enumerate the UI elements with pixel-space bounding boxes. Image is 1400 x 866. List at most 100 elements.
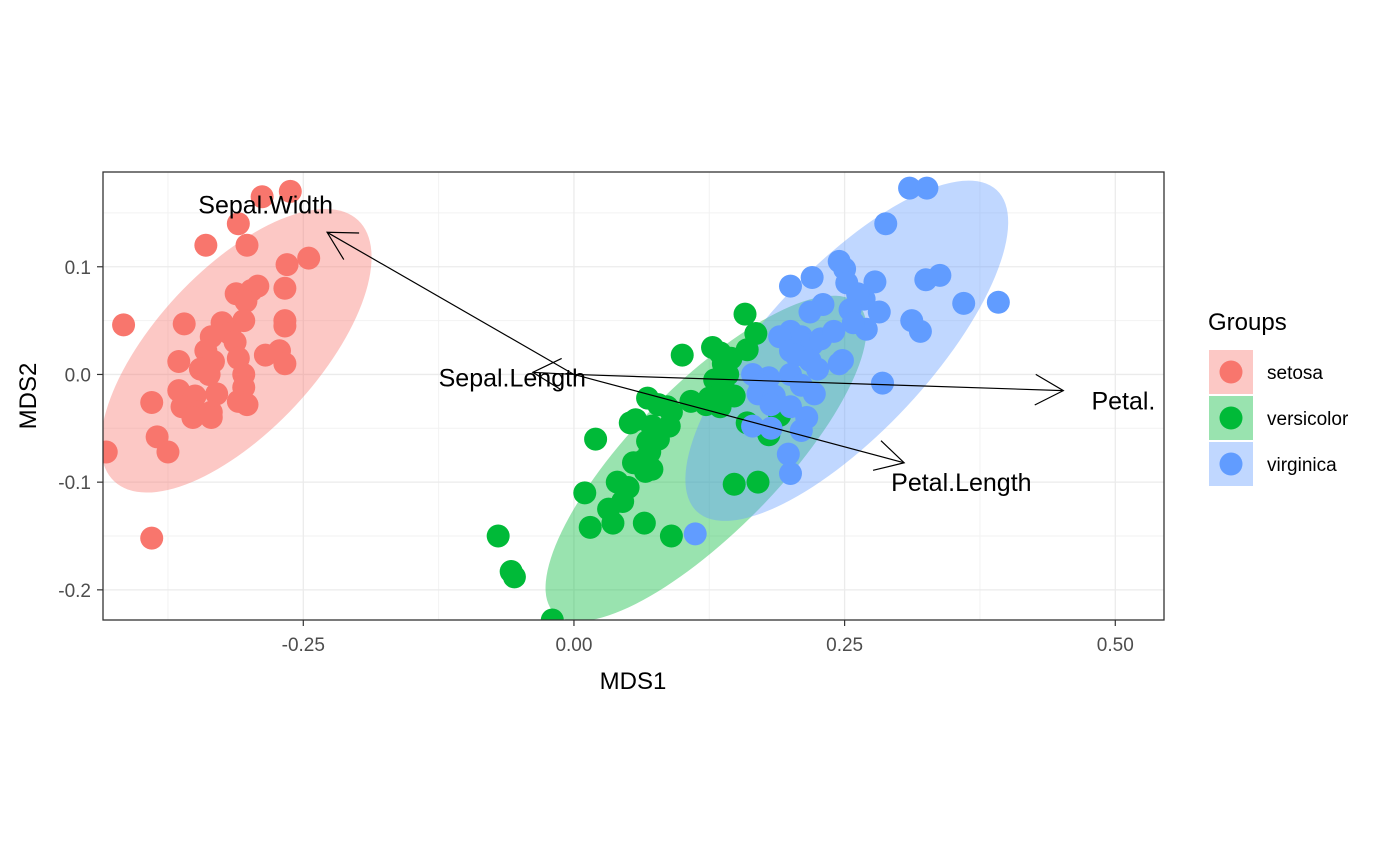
point-virginica xyxy=(806,357,830,381)
point-versicolor xyxy=(601,511,625,535)
point-virginica xyxy=(778,462,802,486)
legend-label-virginica: virginica xyxy=(1267,455,1337,476)
point-versicolor xyxy=(722,384,746,408)
point-versicolor xyxy=(632,511,656,535)
y-tick-label: -0.2 xyxy=(58,581,91,602)
point-setosa xyxy=(250,185,274,209)
point-virginica xyxy=(863,270,887,294)
point-virginica xyxy=(915,176,939,200)
arrow-label-Sepal.Width: Sepal.Width xyxy=(198,191,333,219)
point-versicolor xyxy=(578,515,602,539)
point-setosa xyxy=(112,313,136,337)
point-setosa xyxy=(181,406,205,430)
point-setosa xyxy=(140,390,164,414)
x-tick-label: -0.25 xyxy=(282,635,325,656)
point-setosa xyxy=(103,440,118,464)
point-setosa xyxy=(226,212,250,236)
legend-point-virginica xyxy=(1219,452,1243,476)
point-versicolor xyxy=(670,343,694,367)
point-versicolor xyxy=(486,524,510,548)
point-virginica xyxy=(798,300,822,324)
point-versicolor xyxy=(657,414,681,438)
point-setosa xyxy=(205,382,229,406)
point-versicolor xyxy=(636,451,660,475)
point-setosa xyxy=(273,314,297,338)
point-virginica xyxy=(778,395,802,419)
point-setosa xyxy=(235,233,259,257)
arrow-label-Petal.Length: Petal.Length xyxy=(891,469,1031,497)
point-setosa xyxy=(194,233,218,257)
point-versicolor xyxy=(540,608,564,620)
point-virginica xyxy=(898,176,922,200)
panel-border xyxy=(102,171,1165,621)
point-virginica xyxy=(683,522,707,546)
point-versicolor xyxy=(733,302,757,326)
x-tick-label: 0.50 xyxy=(1097,635,1134,656)
y-axis-title: MDS2 xyxy=(15,363,42,430)
point-versicolor xyxy=(573,481,597,505)
point-virginica xyxy=(827,352,851,376)
point-setosa xyxy=(275,253,299,277)
y-tick-label: -0.1 xyxy=(58,473,91,494)
point-setosa xyxy=(297,246,321,270)
arrow-line-Petal.Length xyxy=(573,373,905,464)
point-virginica xyxy=(759,393,783,417)
point-setosa xyxy=(199,406,223,430)
point-versicolor xyxy=(659,524,683,548)
legend: Groups setosa versicolor virginica xyxy=(1208,309,1349,486)
arrow-head-Sepal.Length xyxy=(531,357,562,390)
point-virginica xyxy=(952,291,976,315)
point-versicolor xyxy=(722,472,746,496)
point-setosa xyxy=(140,526,164,550)
point-virginica xyxy=(802,382,826,406)
loading-arrows: Sepal.Width Sepal.Length Petal. Petal.Lengt… xyxy=(198,191,1155,497)
x-tick-label: 0.25 xyxy=(826,635,863,656)
arrow-label-Sepal.Length: Sepal.Length xyxy=(439,365,586,393)
point-versicolor xyxy=(624,408,648,432)
x-axis: -0.25 0.00 0.25 0.50 xyxy=(282,620,1134,656)
arrow-label-Petal.Width: Petal. xyxy=(1091,387,1155,415)
point-setosa xyxy=(167,350,191,374)
legend-label-versicolor: versicolor xyxy=(1267,409,1349,430)
point-setosa xyxy=(235,393,259,417)
point-virginica xyxy=(871,371,895,395)
point-virginica xyxy=(759,416,783,440)
point-versicolor xyxy=(502,565,526,589)
point-virginica xyxy=(986,290,1010,314)
point-setosa xyxy=(273,276,297,300)
arrow-line-Petal.Width xyxy=(573,373,1064,392)
arrow-line-Sepal.Width xyxy=(326,231,575,375)
point-versicolor xyxy=(746,470,770,494)
point-virginica xyxy=(776,442,800,466)
point-virginica xyxy=(841,311,865,335)
point-virginica xyxy=(778,274,802,298)
arrow-line-Sepal.Length xyxy=(532,371,574,376)
legend-title: Groups xyxy=(1208,309,1287,336)
arrow-head-Petal.Width xyxy=(1034,373,1065,406)
data-points xyxy=(103,176,1010,620)
point-virginica xyxy=(800,266,824,290)
legend-label-setosa: setosa xyxy=(1267,363,1323,384)
point-setosa xyxy=(278,179,302,203)
point-virginica xyxy=(867,300,891,324)
legend-point-setosa xyxy=(1219,360,1243,384)
point-setosa xyxy=(172,312,196,336)
point-setosa xyxy=(273,352,297,376)
point-virginica xyxy=(789,418,813,442)
point-versicolor xyxy=(584,427,608,451)
point-virginica xyxy=(908,319,932,343)
x-axis-title: MDS1 xyxy=(600,668,667,695)
point-setosa xyxy=(197,362,221,386)
y-tick-label: 0.0 xyxy=(65,365,91,386)
y-axis: -0.2 -0.1 0.0 0.1 xyxy=(58,258,103,602)
y-tick-label: 0.1 xyxy=(65,258,91,279)
x-tick-label: 0.00 xyxy=(555,635,592,656)
arrow-head-Petal.Length xyxy=(872,440,906,471)
legend-point-versicolor xyxy=(1219,406,1243,430)
point-virginica xyxy=(874,212,898,236)
point-virginica xyxy=(914,268,938,292)
point-virginica xyxy=(822,319,846,343)
point-setosa xyxy=(234,289,258,313)
